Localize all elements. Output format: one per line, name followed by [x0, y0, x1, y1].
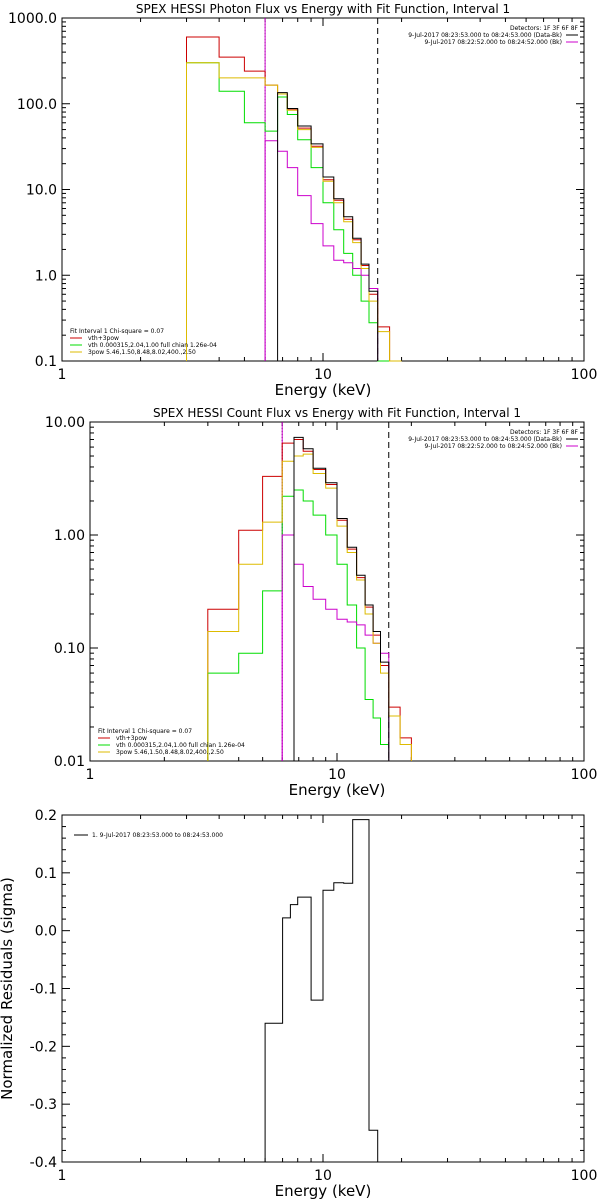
y-tick-label: 0.1	[35, 866, 57, 882]
y-tick-label: -0.1	[30, 982, 57, 998]
y-tick-label: -0.2	[30, 1039, 57, 1055]
x-tick-label: 100	[571, 367, 598, 383]
series-line-vth	[207, 489, 390, 761]
y-tick-label: 0.10	[54, 641, 85, 657]
series-line-3pow	[264, 140, 379, 361]
x-tick-label: 10	[314, 367, 332, 383]
info-line: Detectors: 1F 3F 6F 8F	[510, 429, 579, 436]
info-line: 9-Jul-2017 08:23:53.000 to 08:24:53.000 …	[408, 436, 562, 443]
legend-header: Fit Interval 1 Chi-square = 0.07	[70, 328, 164, 335]
legend-entry: vth+3pow	[88, 335, 119, 342]
info-line: Detectors: 1F 3F 6F 8F	[510, 25, 579, 32]
y-axis-label: Normalized Residuals (sigma)	[0, 877, 16, 1100]
plot-frame	[89, 421, 585, 762]
series-line-data-bk	[277, 92, 379, 361]
x-tick-label: 100	[571, 1168, 598, 1184]
series-line-vth	[186, 62, 390, 362]
y-tick-label: 10.0	[26, 183, 57, 199]
chart-title: SPEX HESSI Count Flux vs Energy with Fit…	[153, 406, 521, 420]
x-tick-label: 1	[58, 1168, 67, 1184]
chart-title: SPEX HESSI Photon Flux vs Energy with Fi…	[136, 2, 510, 16]
series-line-data-bk	[293, 436, 390, 761]
y-tick-label: 1000.0	[8, 11, 57, 27]
x-tick-label: 1	[58, 367, 67, 383]
series-line-data	[207, 453, 412, 761]
y-tick-label: 10.00	[45, 415, 85, 431]
series-line-1.	[264, 819, 379, 1162]
x-axis-label: Energy (keV)	[275, 381, 372, 399]
series-line-3pow	[281, 534, 390, 761]
x-axis-label: Energy (keV)	[289, 781, 386, 799]
x-tick-label: 10	[314, 1168, 332, 1184]
y-tick-label: 1.0	[35, 268, 57, 284]
info-line: 9-Jul-2017 08:23:53.000 to 08:24:53.000 …	[408, 32, 562, 39]
legend-entry: vth 0.000315,2.04,1.00 full chian 1.26e-…	[116, 742, 245, 749]
legend-entry: 1. 9-Jul-2017 08:23:53.000 to 08:24:53.0…	[92, 832, 223, 839]
y-tick-label: 0.2	[35, 808, 57, 824]
y-tick-label: 1.00	[54, 528, 85, 544]
info-line: 9-Jul-2017 08:22:52.000 to 08:24:52.000 …	[424, 39, 562, 46]
y-tick-label: 0.0	[35, 924, 57, 940]
legend-entry: vth 0.000315,2.04,1.00 full chian 1.26e-…	[88, 342, 217, 349]
y-tick-label: 0.01	[54, 754, 85, 770]
legend-entry: 3pow 5.46,1.50,8.48,8.02,400.,2.50	[88, 349, 196, 356]
y-tick-label: 0.1	[35, 354, 57, 370]
legend-entry: 3pow 5.46,1.50,8.48,8.02,400.,2.50	[116, 749, 224, 756]
y-tick-label: -0.3	[30, 1097, 57, 1113]
info-line: 9-Jul-2017 08:22:52.000 to 08:24:52.000 …	[424, 443, 562, 450]
legend-entry: vth+3pow	[116, 735, 147, 742]
x-axis-label: Energy (keV)	[275, 1182, 372, 1200]
legend-header: Fit Interval 1 Chi-square = 0.07	[98, 728, 192, 735]
y-tick-label: 100.0	[17, 97, 57, 113]
y-tick-label: -0.4	[30, 1155, 57, 1171]
x-tick-label: 100	[571, 767, 598, 783]
x-tick-label: 1	[86, 767, 95, 783]
x-tick-label: 10	[328, 767, 346, 783]
